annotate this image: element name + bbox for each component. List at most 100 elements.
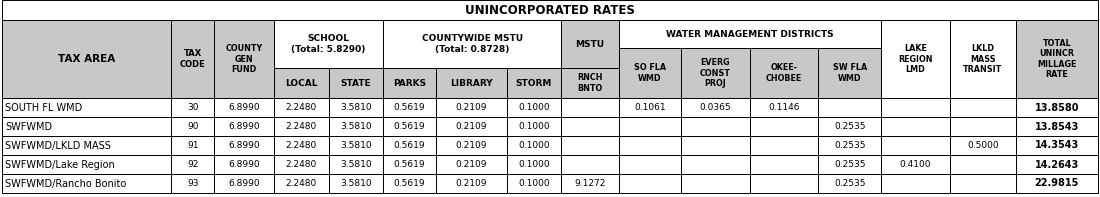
Bar [436, 136, 507, 155]
Bar [383, 136, 436, 155]
Text: 0.2109: 0.2109 [455, 160, 487, 169]
Text: 0.5619: 0.5619 [394, 103, 426, 112]
Text: 3.5810: 3.5810 [340, 141, 372, 150]
Bar [170, 117, 214, 136]
Text: SO FLA
WMD: SO FLA WMD [634, 63, 665, 83]
Bar [681, 155, 750, 174]
Text: 2.2480: 2.2480 [286, 103, 317, 112]
Bar [881, 174, 949, 193]
Text: 0.2535: 0.2535 [834, 141, 866, 150]
Bar [949, 98, 1015, 117]
Text: SWFWMD/Rancho Bonito: SWFWMD/Rancho Bonito [6, 178, 126, 189]
Text: TAX AREA: TAX AREA [58, 54, 116, 64]
Bar [818, 48, 881, 98]
Bar [618, 48, 681, 98]
Bar [818, 155, 881, 174]
Bar [274, 20, 383, 68]
Text: 0.5619: 0.5619 [394, 160, 426, 169]
Bar [2, 0, 1098, 20]
Text: 0.1000: 0.1000 [518, 103, 550, 112]
Bar [2, 20, 170, 98]
Bar [1015, 155, 1098, 174]
Text: 90: 90 [187, 122, 198, 131]
Text: 13.8580: 13.8580 [1035, 102, 1079, 112]
Text: COUNTYWIDE MSTU
(Total: 0.8728): COUNTYWIDE MSTU (Total: 0.8728) [421, 34, 522, 54]
Text: MSTU: MSTU [575, 40, 605, 48]
Bar [507, 174, 561, 193]
Text: 91: 91 [187, 141, 198, 150]
Text: LAKE
REGION
LMD: LAKE REGION LMD [898, 44, 933, 74]
Bar [507, 98, 561, 117]
Bar [383, 155, 436, 174]
Text: STORM: STORM [516, 78, 552, 87]
Bar [750, 48, 818, 98]
Text: EVERG
CONST
PROJ: EVERG CONST PROJ [700, 58, 732, 88]
Bar [881, 136, 949, 155]
Text: LIBRARY: LIBRARY [450, 78, 493, 87]
Text: 0.2109: 0.2109 [455, 179, 487, 188]
Text: 0.4100: 0.4100 [900, 160, 931, 169]
Bar [507, 68, 561, 98]
Bar [383, 117, 436, 136]
Bar [618, 136, 681, 155]
Text: 0.5619: 0.5619 [394, 141, 426, 150]
Bar [383, 98, 436, 117]
Bar [2, 155, 170, 174]
Text: STATE: STATE [341, 78, 371, 87]
Bar [818, 136, 881, 155]
Bar [681, 136, 750, 155]
Text: TAX
CODE: TAX CODE [179, 49, 206, 69]
Bar [436, 174, 507, 193]
Bar [1015, 20, 1098, 98]
Bar [214, 136, 274, 155]
Bar [383, 68, 436, 98]
Bar [214, 117, 274, 136]
Bar [170, 155, 214, 174]
Bar [681, 117, 750, 136]
Text: 3.5810: 3.5810 [340, 103, 372, 112]
Bar [818, 117, 881, 136]
Bar [681, 98, 750, 117]
Bar [214, 98, 274, 117]
Text: 6.8990: 6.8990 [228, 141, 260, 150]
Bar [618, 98, 681, 117]
Text: 30: 30 [187, 103, 198, 112]
Text: SCHOOL
(Total: 5.8290): SCHOOL (Total: 5.8290) [292, 34, 365, 54]
Bar [170, 98, 214, 117]
Text: 0.2535: 0.2535 [834, 122, 866, 131]
Bar [274, 98, 329, 117]
Text: 92: 92 [187, 160, 198, 169]
Bar [507, 155, 561, 174]
Text: 0.2535: 0.2535 [834, 179, 866, 188]
Text: 0.1000: 0.1000 [518, 141, 550, 150]
Text: 2.2480: 2.2480 [286, 179, 317, 188]
Text: 6.8990: 6.8990 [228, 179, 260, 188]
Bar [949, 136, 1015, 155]
Text: COUNTY
GEN
FUND: COUNTY GEN FUND [226, 44, 263, 74]
Text: 9.1272: 9.1272 [574, 179, 606, 188]
Bar [881, 155, 949, 174]
Bar [2, 98, 170, 117]
Bar [214, 155, 274, 174]
Bar [214, 174, 274, 193]
Bar [274, 117, 329, 136]
Text: 93: 93 [187, 179, 198, 188]
Text: 6.8990: 6.8990 [228, 160, 260, 169]
Text: 0.2109: 0.2109 [455, 122, 487, 131]
Text: 14.3543: 14.3543 [1035, 140, 1079, 151]
Text: 0.2109: 0.2109 [455, 141, 487, 150]
Bar [383, 174, 436, 193]
Text: 2.2480: 2.2480 [286, 160, 317, 169]
Bar [618, 20, 881, 48]
Text: UNINCORPORATED RATES: UNINCORPORATED RATES [465, 4, 635, 17]
Bar [681, 48, 750, 98]
Bar [436, 68, 507, 98]
Bar [949, 155, 1015, 174]
Text: 3.5810: 3.5810 [340, 179, 372, 188]
Bar [170, 20, 214, 98]
Text: SW FLA
WMD: SW FLA WMD [833, 63, 867, 83]
Bar [881, 98, 949, 117]
Text: 0.2109: 0.2109 [455, 103, 487, 112]
Bar [750, 136, 818, 155]
Text: 0.5619: 0.5619 [394, 122, 426, 131]
